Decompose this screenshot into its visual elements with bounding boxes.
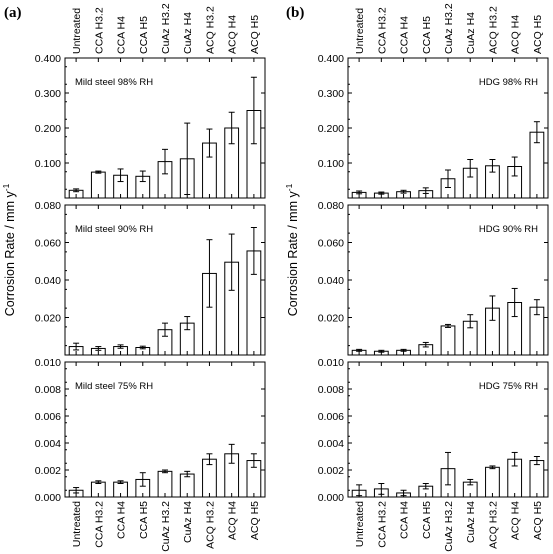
y-tick-label: 0.010 [35, 357, 61, 369]
y-tick-label: 0.040 [318, 275, 344, 287]
y-tick-label: 0.010 [318, 357, 344, 369]
category-label-top: CCA H5 [138, 16, 150, 54]
category-label-bottom: CuAz H3.2 [443, 501, 455, 552]
category-label-top: CCA H4 [116, 16, 128, 54]
panel-b-tag: (b) [286, 5, 304, 21]
category-label-top: CCA H3.2 [93, 7, 105, 54]
category-label-bottom: CuAz H4 [465, 501, 477, 543]
y-tick-label: 0.200 [318, 123, 344, 135]
category-label-bottom: ACQ H5 [249, 501, 261, 540]
bar-cuaz-h3-2 [440, 325, 456, 356]
subplot-title: Mild steel 75% RH [75, 381, 153, 392]
category-label-bottom: CuAz H4 [182, 501, 194, 543]
category-label-top: ACQ H5 [249, 15, 261, 54]
subplot-b-1: 0.100 0.200 0.300 0.400 HDG 98% RH Untreated C… [318, 3, 549, 199]
y-tick-label: 0.004 [35, 438, 61, 450]
subplot-a-1: 0.100 0.200 0.300 0.400 Mild steel 98% RH Unt… [35, 3, 266, 199]
category-label-top: ACQ H4 [510, 15, 522, 54]
y-tick-label: 0.002 [35, 465, 61, 477]
subplot-a-3: 0.000 0.002 0.004 0.006 0.008 0.010 Mild steel… [35, 357, 266, 552]
bar-acq-h3-2 [485, 466, 500, 498]
category-label-bottom: CCA H5 [421, 501, 433, 539]
y-tick-label: 0.002 [318, 465, 344, 477]
subplot-b-2: 0.020 0.040 0.060 0.080 HDG 90% RH [318, 200, 549, 356]
category-label-top: CuAz H4 [465, 12, 477, 54]
y-tick-label: 0.200 [35, 123, 61, 135]
panel-a-tag: (a) [4, 5, 22, 21]
y-tick-label: 0.400 [318, 53, 344, 65]
subplot-title: Mild steel 90% RH [75, 224, 153, 235]
category-label-top: ACQ H3.2 [204, 6, 216, 54]
subplot-title: HDG 75% RH [479, 381, 538, 392]
y-tick-label: 0.100 [318, 158, 344, 170]
y-tick-label: 0.004 [318, 438, 344, 450]
y-tick-label: 0.008 [318, 384, 344, 396]
subplot-title: HDG 98% RH [479, 77, 538, 88]
y-tick-label: 0.060 [318, 238, 344, 250]
y-tick-label: 0.020 [35, 313, 61, 325]
y-tick-label: 0.300 [35, 88, 61, 100]
category-label-bottom: ACQ H4 [227, 501, 239, 540]
y-tick-label: 0.008 [35, 384, 61, 396]
y-tick-label: 0.060 [35, 238, 61, 250]
y-tick-label: 0.080 [35, 200, 61, 212]
category-label-top: CuAz H3.2 [443, 3, 455, 54]
subplots-group: 0.100 0.200 0.300 0.400 Mild steel 98% RH Unt… [35, 3, 549, 552]
y-tick-label: 0.080 [318, 200, 344, 212]
y-tick-label: 0.020 [318, 313, 344, 325]
y-tick-label: 0.300 [318, 88, 344, 100]
y-axis-label-a: Corrosion Rate / mm y-1 [1, 183, 17, 316]
category-label-bottom: CuAz H3.2 [160, 501, 172, 552]
y-tick-label: 0.000 [318, 492, 344, 504]
category-label-bottom: CCA H3.2 [376, 501, 388, 548]
category-label-bottom: ACQ H4 [510, 501, 522, 540]
y-tick-label: 0.040 [35, 275, 61, 287]
subplot-a-2: 0.020 0.040 0.060 0.080 Mild steel 90% RH [35, 200, 266, 356]
category-label-bottom: ACQ H5 [532, 501, 544, 540]
y-axis-label-b: Corrosion Rate / mm y-1 [284, 183, 300, 316]
category-label-top: CCA H5 [421, 16, 433, 54]
category-label-bottom: CCA H5 [138, 501, 150, 539]
category-label-bottom: ACQ H3.2 [204, 501, 216, 549]
category-label-bottom: Untreated [71, 501, 83, 547]
category-label-bottom: ACQ H3.2 [487, 501, 499, 549]
category-label-top: Untreated [354, 8, 366, 54]
y-tick-label: 0.400 [35, 53, 61, 65]
y-tick-label: 0.000 [35, 492, 61, 504]
category-label-top: Untreated [71, 8, 83, 54]
category-label-top: CuAz H4 [182, 12, 194, 54]
y-tick-label: 0.100 [35, 158, 61, 170]
category-label-bottom: CCA H4 [399, 501, 411, 539]
y-tick-label: 0.006 [318, 411, 344, 423]
category-label-bottom: CCA H4 [116, 501, 128, 539]
category-label-top: CCA H4 [399, 16, 411, 54]
subplot-title: HDG 90% RH [479, 224, 538, 235]
y-tick-label: 0.006 [35, 411, 61, 423]
bar-acq-h5 [529, 460, 545, 498]
category-label-top: ACQ H4 [227, 15, 239, 54]
category-label-bottom: Untreated [354, 501, 366, 547]
category-label-top: ACQ H3.2 [487, 6, 499, 54]
category-label-top: CCA H3.2 [376, 7, 388, 54]
subplot-b-3: 0.000 0.002 0.004 0.006 0.008 0.010 HDG 75% RH… [318, 357, 549, 552]
category-label-top: CuAz H3.2 [160, 3, 172, 54]
category-label-top: ACQ H5 [532, 15, 544, 54]
subplot-title: Mild steel 98% RH [75, 77, 153, 88]
category-label-bottom: CCA H3.2 [93, 501, 105, 548]
